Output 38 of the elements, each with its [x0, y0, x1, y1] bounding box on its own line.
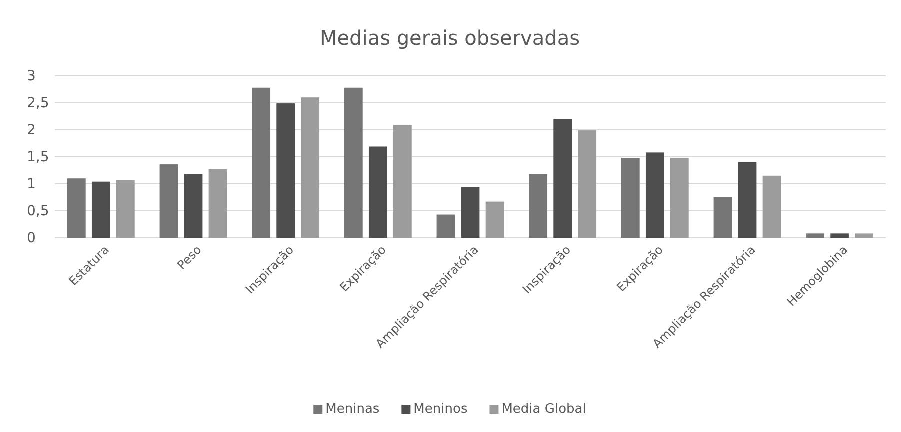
bar: [67, 178, 86, 238]
bar: [116, 180, 135, 238]
bar: [344, 88, 363, 238]
bar: [646, 152, 664, 238]
y-tick-label: 1,5: [27, 149, 50, 166]
y-tick-label: 3: [27, 68, 36, 84]
bar: [276, 104, 296, 238]
bar: [92, 182, 110, 238]
bar: [529, 174, 548, 238]
bar: [830, 234, 850, 238]
bar: [486, 202, 504, 238]
y-tick-label: 2,5: [27, 95, 50, 112]
bar: [368, 146, 388, 238]
bar: [855, 234, 874, 238]
bar: [554, 119, 572, 238]
y-tick-label: 0,5: [27, 203, 50, 220]
bar: [393, 125, 412, 238]
y-tick-label: 2: [27, 122, 36, 138]
bar: [738, 162, 757, 238]
bar: [806, 234, 825, 238]
bar: [436, 214, 456, 238]
chart-title: Medias gerais observadas: [320, 26, 580, 50]
bar: [461, 187, 480, 238]
legend-label: Media Global: [502, 402, 586, 417]
bar: [670, 158, 689, 238]
bar: [714, 198, 732, 238]
legend-label: Meninas: [326, 402, 380, 417]
bar: [184, 174, 203, 238]
bar: [621, 158, 640, 238]
bar: [208, 169, 228, 238]
y-tick-label: 1: [27, 176, 36, 192]
bar: [252, 88, 271, 238]
legend-label: Meninos: [414, 402, 468, 417]
bar: [578, 130, 597, 238]
bar: [301, 98, 320, 238]
bar: [762, 176, 782, 238]
y-tick-label: 0: [27, 230, 36, 246]
bar: [160, 164, 178, 238]
